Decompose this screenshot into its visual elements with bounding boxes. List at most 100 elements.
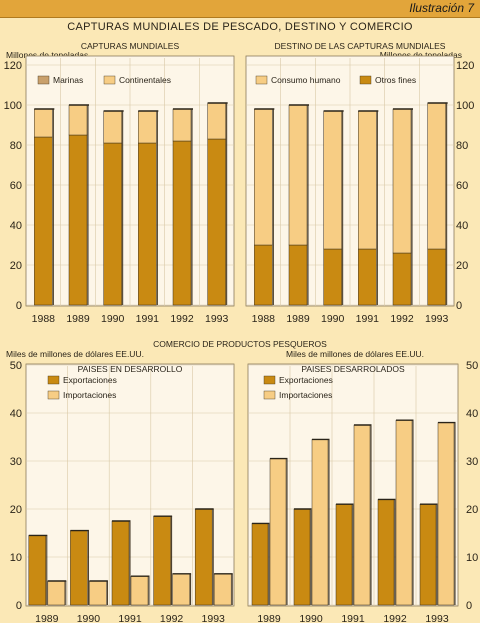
bar-importaciones (311, 439, 329, 606)
bar-marinas (34, 136, 53, 306)
chart2-ylabel: Millones de toneladas (379, 50, 462, 60)
legend-label: Exportaciones (279, 375, 333, 385)
y-tick-label: 0 (456, 300, 462, 312)
bar-importaciones (130, 575, 149, 606)
y-tick-label: 40 (10, 220, 22, 232)
y-tick-label: 50 (10, 360, 22, 372)
header-bar: Ilustración 7 (0, 0, 480, 18)
legend-label: Marinas (53, 75, 83, 85)
x-tick-label: 1993 (205, 313, 229, 325)
bar-marinas (207, 138, 226, 306)
bar-exportaciones (251, 523, 269, 606)
y-tick-label: 20 (10, 504, 22, 516)
y-tick-label: 40 (456, 220, 468, 232)
legend-label: Importaciones (63, 390, 116, 400)
x-tick-label: 1992 (160, 613, 184, 623)
main-title: CAPTURAS MUNDIALES DE PESCADO, DESTINO Y… (67, 21, 413, 33)
bar-consumo-humano (323, 110, 342, 250)
legend-label: Otros fines (375, 75, 416, 85)
illustration-label: Ilustración 7 (409, 1, 474, 15)
legend-swatch (47, 375, 60, 385)
y-tick-label: 10 (10, 552, 22, 564)
bar-continentales (207, 102, 226, 140)
x-tick-label: 1992 (390, 313, 414, 325)
bar-exportaciones (28, 535, 47, 606)
bar-otros-fines (288, 244, 308, 306)
bar-importaciones (47, 580, 66, 606)
y-tick-label: 30 (466, 456, 478, 468)
x-tick-label: 1992 (383, 613, 407, 623)
y-tick-label: 60 (10, 180, 22, 192)
x-tick-label: 1991 (118, 613, 142, 623)
bar-consumo-humano (427, 102, 446, 250)
x-tick-label: 1992 (170, 313, 194, 325)
bar-continentales (103, 110, 122, 144)
x-tick-label: 1991 (341, 613, 365, 623)
y-tick-label: 80 (10, 140, 22, 152)
y-tick-label: 60 (456, 180, 468, 192)
bar-otros-fines (427, 248, 446, 306)
x-tick-label: 1989 (66, 313, 90, 325)
bar-exportaciones (194, 508, 213, 606)
x-tick-label: 1988 (252, 313, 276, 325)
x-tick-label: 1989 (257, 613, 281, 623)
bar-exportaciones (377, 499, 395, 606)
y-tick-label: 100 (4, 100, 22, 112)
bar-continentales (138, 110, 157, 144)
x-tick-label: 1990 (101, 313, 125, 325)
bar-continentales (68, 104, 88, 136)
bar-consumo-humano (254, 108, 273, 246)
chart1-title: CAPTURAS MUNDIALES (80, 41, 180, 51)
x-tick-label: 1991 (356, 313, 380, 325)
bar-consumo-humano (288, 104, 308, 246)
bar-exportaciones (293, 508, 311, 606)
y-tick-label: 40 (10, 408, 22, 420)
bar-exportaciones (153, 515, 171, 606)
y-tick-label: 120 (456, 60, 474, 72)
legend-swatch (37, 75, 50, 85)
chart4-ylabel: Miles de millones de dólares EE.UU. (286, 349, 424, 359)
bar-marinas (138, 142, 157, 306)
chart4-subtitle: PAISES DESARROLADOS (301, 364, 405, 374)
legend-label: Importaciones (279, 390, 332, 400)
x-tick-label: 1993 (425, 313, 449, 325)
bar-continentales (172, 108, 192, 142)
y-tick-label: 20 (466, 504, 478, 516)
bar-importaciones (89, 580, 107, 606)
y-tick-label: 0 (466, 600, 472, 612)
bar-importaciones (353, 424, 371, 606)
bar-importaciones (172, 573, 190, 606)
y-tick-label: 0 (16, 300, 22, 312)
y-tick-label: 120 (4, 60, 22, 72)
bar-otros-fines (323, 248, 342, 306)
x-tick-label: 1993 (202, 613, 226, 623)
x-tick-label: 1991 (136, 313, 160, 325)
legend-label: Continentales (119, 75, 171, 85)
y-tick-label: 0 (16, 600, 22, 612)
x-tick-label: 1989 (35, 613, 59, 623)
bar-exportaciones (419, 503, 437, 606)
x-tick-label: 1990 (321, 313, 345, 325)
legend-swatch (47, 390, 60, 400)
bar-otros-fines (392, 252, 412, 306)
chart1-ylabel: Millones de toneladas (6, 50, 89, 60)
legend-swatch (255, 75, 268, 85)
bar-otros-fines (254, 244, 273, 306)
x-tick-label: 1989 (286, 313, 310, 325)
x-tick-label: 1990 (299, 613, 323, 623)
x-tick-label: 1990 (77, 613, 101, 623)
y-tick-label: 50 (466, 360, 478, 372)
x-tick-label: 1988 (32, 313, 56, 325)
bar-importaciones (269, 458, 287, 606)
y-tick-label: 100 (456, 100, 474, 112)
y-tick-label: 20 (456, 260, 468, 272)
y-tick-label: 80 (456, 140, 468, 152)
bar-marinas (68, 134, 88, 306)
y-tick-label: 30 (10, 456, 22, 468)
bar-importaciones (395, 419, 413, 606)
bar-otros-fines (358, 248, 377, 306)
legend-swatch (263, 390, 276, 400)
bar-importaciones (213, 573, 232, 606)
legend-swatch (263, 375, 276, 385)
